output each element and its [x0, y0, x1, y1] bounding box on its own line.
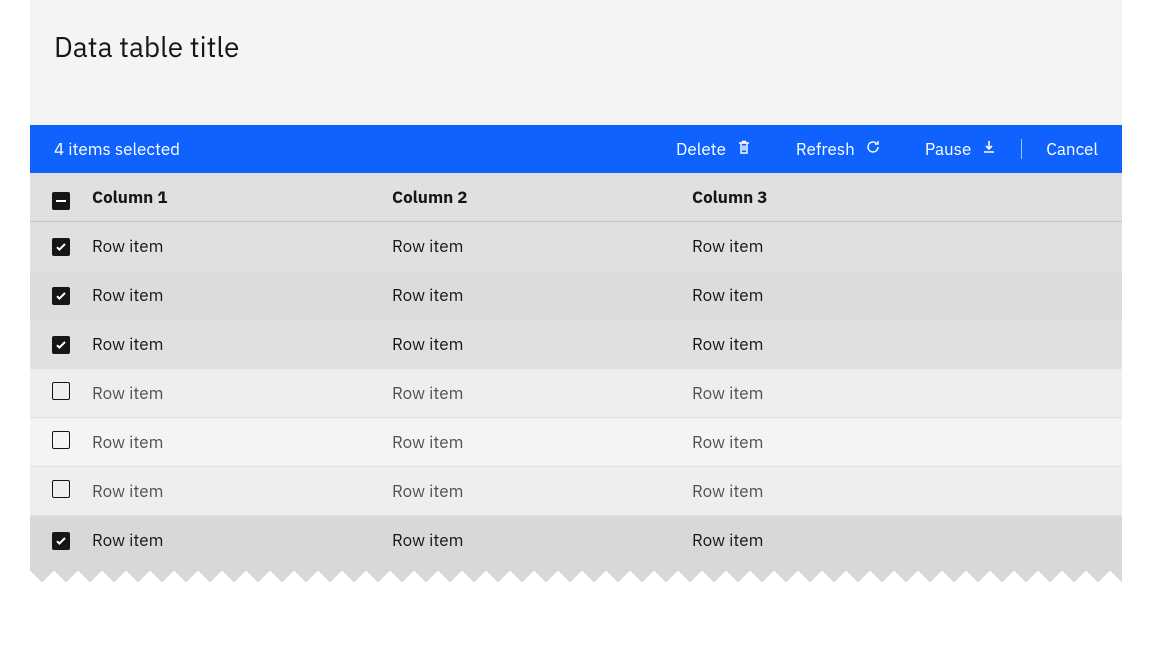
refresh-icon: [865, 138, 881, 160]
cell: Row item: [92, 319, 392, 368]
refresh-label: Refresh: [796, 138, 855, 160]
cell: Row item: [692, 221, 1122, 270]
column-header-3[interactable]: Column 3: [692, 173, 1122, 221]
pause-label: Pause: [925, 138, 971, 160]
cell: Row item: [692, 466, 1122, 515]
cell: Row item: [92, 515, 392, 564]
table-row[interactable]: Row itemRow itemRow item: [30, 417, 1122, 466]
download-icon: [981, 138, 997, 160]
table-header-row: Column 1 Column 2 Column 3: [30, 173, 1122, 221]
cell: Row item: [92, 417, 392, 466]
table-row[interactable]: Row itemRow itemRow item: [30, 319, 1122, 368]
cell: Row item: [92, 466, 392, 515]
refresh-button[interactable]: Refresh: [774, 125, 903, 173]
cancel-label: Cancel: [1046, 138, 1098, 160]
table-row[interactable]: Row itemRow itemRow item: [30, 466, 1122, 515]
cell: Row item: [692, 270, 1122, 319]
data-table: Column 1 Column 2 Column 3 Row itemRow i…: [30, 173, 1122, 564]
table-header-region: Data table title: [30, 0, 1122, 125]
cancel-button[interactable]: Cancel: [1028, 125, 1098, 173]
column-header-1[interactable]: Column 1: [92, 173, 392, 221]
row-checkbox[interactable]: [52, 336, 70, 354]
row-checkbox[interactable]: [52, 238, 70, 256]
table-row[interactable]: Row itemRow itemRow item: [30, 270, 1122, 319]
select-all-checkbox[interactable]: [52, 192, 70, 210]
trash-icon: [736, 138, 752, 160]
delete-label: Delete: [676, 138, 726, 160]
row-checkbox[interactable]: [52, 532, 70, 550]
column-header-2[interactable]: Column 2: [392, 173, 692, 221]
cell: Row item: [92, 221, 392, 270]
cell: Row item: [392, 466, 692, 515]
row-checkbox[interactable]: [52, 431, 70, 449]
table-row[interactable]: Row itemRow itemRow item: [30, 368, 1122, 417]
batch-summary-text: 4 items selected: [54, 138, 654, 160]
cell: Row item: [92, 368, 392, 417]
table-title: Data table title: [54, 28, 1098, 65]
batch-action-bar: 4 items selected Delete Refresh Pause: [30, 125, 1122, 173]
torn-edge-decoration: [30, 563, 1122, 587]
cell: Row item: [692, 368, 1122, 417]
cell: Row item: [392, 515, 692, 564]
cell: Row item: [692, 319, 1122, 368]
cell: Row item: [692, 417, 1122, 466]
table-row[interactable]: Row itemRow itemRow item: [30, 221, 1122, 270]
row-checkbox[interactable]: [52, 480, 70, 498]
cell: Row item: [392, 221, 692, 270]
cell: Row item: [392, 368, 692, 417]
row-checkbox[interactable]: [52, 382, 70, 400]
delete-button[interactable]: Delete: [654, 125, 774, 173]
cell: Row item: [392, 270, 692, 319]
pause-button[interactable]: Pause: [903, 125, 1019, 173]
table-row[interactable]: Row itemRow itemRow item: [30, 515, 1122, 564]
cell: Row item: [392, 319, 692, 368]
row-checkbox[interactable]: [52, 287, 70, 305]
cell: Row item: [692, 515, 1122, 564]
cell: Row item: [92, 270, 392, 319]
action-divider: [1021, 139, 1022, 159]
cell: Row item: [392, 417, 692, 466]
